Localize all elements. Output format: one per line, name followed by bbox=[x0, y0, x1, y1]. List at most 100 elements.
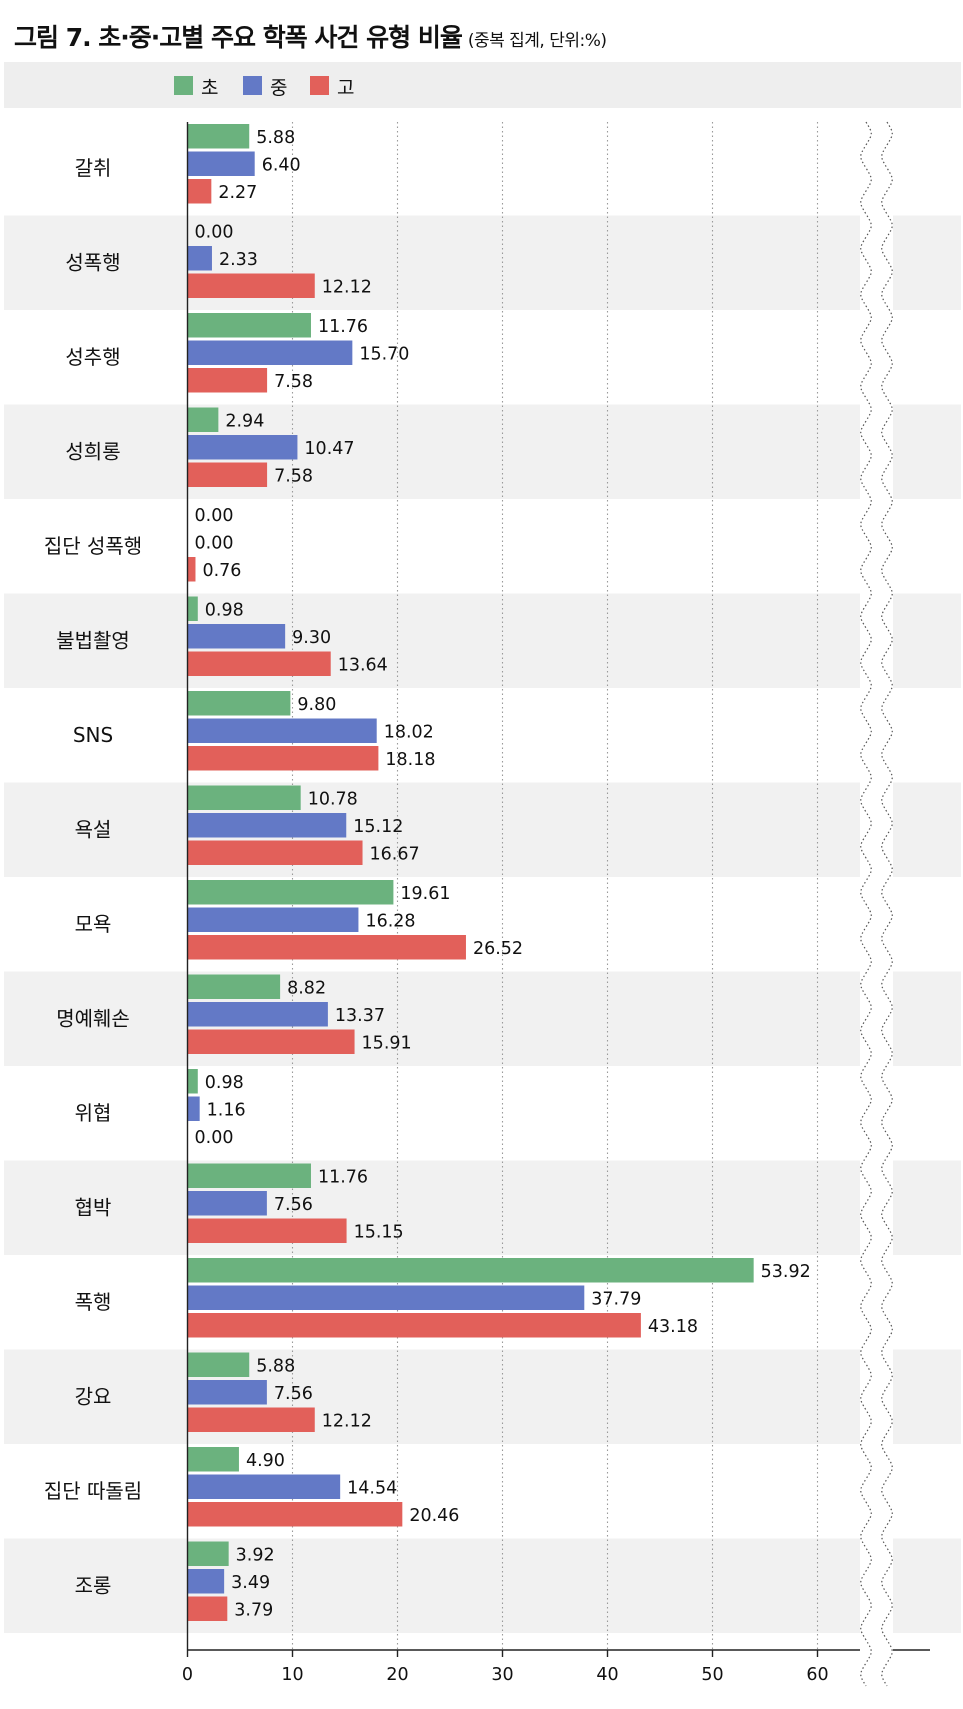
category-label: 욕설 bbox=[75, 818, 112, 842]
bar-초-명예훼손 bbox=[187, 974, 281, 999]
bar-중-성추행 bbox=[187, 340, 353, 365]
bar-초-집단 따돌림 bbox=[187, 1447, 239, 1472]
data-label: 0.76 bbox=[202, 561, 241, 581]
data-label: 11.76 bbox=[318, 1168, 368, 1188]
data-label: 2.94 bbox=[225, 412, 264, 432]
legend-swatch-elementary bbox=[174, 76, 193, 95]
bar-초-협박 bbox=[187, 1163, 311, 1188]
bar-초-SNS bbox=[187, 691, 291, 716]
category-label: 성폭행 bbox=[65, 251, 120, 275]
data-label: 0.00 bbox=[195, 1128, 234, 1148]
data-label: 15.91 bbox=[362, 1034, 412, 1054]
bar-고-성희롱 bbox=[187, 462, 268, 487]
bar-고-폭행 bbox=[187, 1313, 641, 1338]
bar-고-갈취 bbox=[187, 179, 212, 204]
data-label: 13.37 bbox=[335, 1006, 385, 1026]
bar-중-불법촬영 bbox=[187, 624, 286, 649]
bar-고-성추행 bbox=[187, 368, 268, 393]
category-label: SNS bbox=[73, 723, 113, 747]
bar-초-욕설 bbox=[187, 785, 301, 810]
bar-중-욕설 bbox=[187, 813, 347, 838]
x-tick-label: 50 bbox=[701, 1665, 723, 1685]
bar-초-성희롱 bbox=[187, 407, 219, 432]
x-tick-label: 20 bbox=[386, 1665, 408, 1685]
data-label: 6.40 bbox=[262, 156, 301, 176]
category-band bbox=[4, 404, 961, 499]
data-label: 5.88 bbox=[256, 1357, 295, 1377]
axis-break-gap bbox=[860, 122, 893, 1662]
bar-초-폭행 bbox=[187, 1258, 754, 1283]
chart-subtitle: (중복 집계, 단위:%) bbox=[467, 31, 607, 51]
data-label: 7.56 bbox=[274, 1195, 313, 1215]
bar-중-성희롱 bbox=[187, 435, 298, 460]
chart-title: 그림 7. 초·중·고별 주요 학폭 사건 유형 비율 bbox=[14, 23, 463, 52]
bar-중-명예훼손 bbox=[187, 1002, 328, 1027]
bar-초-갈취 bbox=[187, 124, 250, 149]
bar-중-조롱 bbox=[187, 1569, 225, 1594]
legend-swatch-middle bbox=[243, 76, 262, 95]
bar-초-위협 bbox=[187, 1069, 198, 1094]
legend-label-elementary: 초 bbox=[201, 77, 219, 99]
bar-고-집단 성폭행 bbox=[187, 557, 196, 582]
data-label: 19.61 bbox=[400, 884, 450, 904]
legend-label-middle: 중 bbox=[270, 77, 288, 99]
bar-중-성폭행 bbox=[187, 246, 212, 271]
data-label: 5.88 bbox=[256, 128, 295, 148]
bar-고-SNS bbox=[187, 746, 379, 771]
category-label: 조롱 bbox=[75, 1574, 112, 1598]
bar-고-명예훼손 bbox=[187, 1029, 355, 1054]
bar-중-집단 따돌림 bbox=[187, 1474, 341, 1499]
bar-초-불법촬영 bbox=[187, 596, 198, 621]
category-label: 집단 따돌림 bbox=[44, 1479, 142, 1503]
category-label: 성추행 bbox=[65, 345, 120, 369]
data-label: 43.18 bbox=[648, 1317, 698, 1337]
data-label: 0.00 bbox=[195, 223, 234, 243]
category-band bbox=[4, 215, 961, 310]
category-band bbox=[4, 593, 961, 688]
bar-중-모욕 bbox=[187, 907, 359, 932]
bar-고-불법촬영 bbox=[187, 651, 331, 676]
x-tick-label: 30 bbox=[491, 1665, 513, 1685]
axis-break-wave bbox=[860, 121, 872, 1687]
data-label: 4.90 bbox=[246, 1451, 285, 1471]
bar-중-갈취 bbox=[187, 151, 255, 176]
data-label: 7.58 bbox=[274, 467, 313, 487]
legend-label-high: 고 bbox=[337, 77, 355, 99]
category-band bbox=[4, 1160, 961, 1255]
data-label: 12.12 bbox=[322, 278, 372, 298]
category-band bbox=[4, 1349, 961, 1444]
legend: 초 중 고 bbox=[4, 62, 961, 108]
x-tick-label: 40 bbox=[596, 1665, 618, 1685]
data-label: 37.79 bbox=[591, 1290, 641, 1310]
data-label: 7.56 bbox=[274, 1384, 313, 1404]
data-label: 0.98 bbox=[205, 601, 244, 621]
data-label: 26.52 bbox=[473, 939, 523, 959]
data-label: 13.64 bbox=[338, 656, 388, 676]
category-label: 갈취 bbox=[75, 156, 112, 180]
data-label: 16.67 bbox=[370, 845, 420, 865]
data-label: 0.00 bbox=[195, 506, 234, 526]
axis-break-wave bbox=[881, 121, 893, 1687]
data-label: 53.92 bbox=[761, 1262, 811, 1282]
data-label: 9.80 bbox=[297, 695, 336, 715]
bar-고-성폭행 bbox=[187, 273, 315, 298]
category-label: 명예훼손 bbox=[56, 1007, 130, 1031]
data-label: 3.49 bbox=[231, 1573, 270, 1593]
category-band bbox=[4, 971, 961, 1066]
bar-고-집단 따돌림 bbox=[187, 1502, 403, 1527]
legend-swatch-high bbox=[310, 76, 329, 95]
bar-초-성추행 bbox=[187, 313, 311, 338]
data-label: 7.58 bbox=[274, 372, 313, 392]
data-label: 18.18 bbox=[385, 750, 435, 770]
bar-고-협박 bbox=[187, 1218, 347, 1243]
bar-고-강요 bbox=[187, 1407, 315, 1432]
data-label: 3.92 bbox=[236, 1546, 275, 1566]
data-label: 15.70 bbox=[359, 345, 409, 365]
x-tick-label: 60 bbox=[806, 1665, 828, 1685]
x-tick-label: 0 bbox=[182, 1665, 193, 1685]
data-label: 10.78 bbox=[308, 790, 358, 810]
data-label: 0.00 bbox=[195, 534, 234, 554]
category-band bbox=[4, 1538, 961, 1633]
category-label: 폭행 bbox=[75, 1290, 112, 1314]
data-label: 8.82 bbox=[287, 979, 326, 999]
